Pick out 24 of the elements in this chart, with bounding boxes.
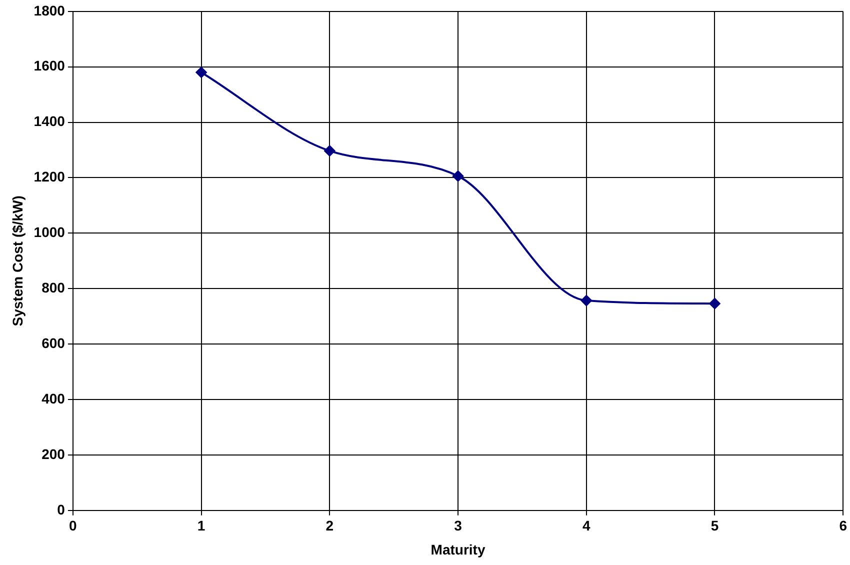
x-tick-label: 6: [839, 518, 848, 534]
y-tick-label: 200: [42, 446, 66, 462]
point: [709, 298, 720, 310]
y-tick-label: 1600: [34, 58, 66, 74]
point: [452, 170, 464, 182]
y-tick-label: 600: [42, 334, 66, 351]
x-tick-label: 2: [326, 518, 334, 534]
y-tick-label: 1200: [34, 168, 66, 185]
y-tick-label: 1800: [34, 2, 66, 18]
x-axis-title: Maturity: [430, 541, 486, 558]
x-tick-label: 4: [582, 518, 590, 534]
y-tick-label: 0: [57, 501, 66, 518]
point: [580, 295, 592, 306]
x-tick-label: 0: [69, 518, 78, 534]
x-tick-label: 1: [197, 518, 206, 534]
y-tick-label: 400: [42, 390, 66, 406]
y-tick-label: 1400: [34, 113, 66, 130]
y-tick-label: 1000: [34, 224, 66, 240]
point: [196, 66, 207, 78]
y-axis-title: System Cost ($/kW): [9, 196, 26, 326]
x-tick-label: 5: [710, 518, 719, 534]
point: [324, 145, 336, 156]
y-tick-label: 800: [42, 279, 66, 296]
x-tick-label: 3: [454, 518, 462, 534]
